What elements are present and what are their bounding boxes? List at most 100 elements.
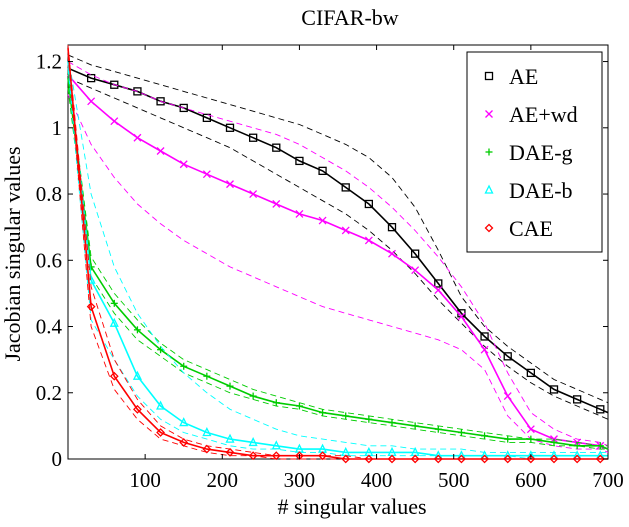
- series-ae-wd-point-stroke: [341, 226, 350, 235]
- series-ae-wd-point: [110, 117, 119, 126]
- legend-label-dae-b: DAE-b: [509, 178, 573, 203]
- series-cae-point: [133, 404, 142, 414]
- series-ae-upper-band: [67, 54, 609, 404]
- series-ae-wd-point: [202, 170, 211, 179]
- series-cae-point: [86, 302, 96, 312]
- series-ae-wd-point: [526, 425, 535, 434]
- series-cae-point: [156, 428, 165, 437]
- legend-marker-dae-b: [484, 184, 494, 194]
- series-dae-g-point: [388, 419, 396, 427]
- series-cae-point: [433, 454, 443, 464]
- x-tick-label: 700: [592, 468, 624, 492]
- y-tick-label: 1: [52, 116, 63, 140]
- series-ae-wd-point: [295, 209, 304, 218]
- series-ae-point: [596, 405, 605, 414]
- series-ae-wd-point-stroke: [133, 133, 142, 142]
- series-cae-point: [387, 454, 397, 464]
- series-ae-point: [179, 103, 188, 113]
- series-cae-point: [179, 438, 189, 447]
- series-dae-g-point: [295, 402, 303, 410]
- series-dae-b-point: [202, 427, 212, 437]
- series-ae-point: [110, 80, 119, 89]
- series-ae-wd-point: [179, 160, 188, 169]
- series-ae-wd-point-stroke: [202, 170, 211, 179]
- series-ae-wd-point-stroke: [411, 266, 420, 275]
- series-dae-g-point: [226, 382, 234, 390]
- series-ae-wd-point-stroke: [457, 312, 466, 321]
- series-dae-g-point: [527, 435, 535, 443]
- x-tick-label: 200: [207, 468, 239, 492]
- legend-marker-cae: [484, 223, 494, 233]
- series-dae-g-point: [573, 442, 581, 450]
- series-ae-point: [202, 113, 212, 123]
- legend: AE AE+wd DAE-g DAE-b CAE: [466, 51, 603, 253]
- series-dae-g-point: [481, 432, 489, 440]
- y-tick-label: 0.4: [36, 315, 63, 339]
- series-ae-point: [387, 223, 397, 232]
- series-dae-b-point: [109, 317, 119, 327]
- series-dae-g-point: [203, 372, 211, 380]
- series-dae-g-point: [110, 299, 118, 307]
- series-dae-b-point: [132, 370, 142, 380]
- series-ae-point: [248, 133, 258, 142]
- series-ae-wd-point: [457, 312, 466, 321]
- series-cae-point: [295, 451, 304, 461]
- series-dae-g-point: [550, 438, 558, 446]
- series-ae-wd-point: [364, 236, 373, 245]
- series-dae-g-point: [342, 412, 350, 420]
- series-dae-b-point: [225, 433, 235, 443]
- legend-label-ae-wd: AE+wd: [509, 102, 578, 127]
- x-axis: 100 200 300 400 500 600 700: [129, 45, 624, 492]
- plot-frame: [67, 44, 609, 460]
- series-dae-g-point: [249, 392, 257, 400]
- series-ae-point: [318, 166, 327, 176]
- series-ae-wd-point-stroke: [434, 286, 443, 295]
- series-ae-wd-point-stroke: [503, 392, 512, 401]
- legend-marker-dae-g: [485, 148, 493, 156]
- series-cae-point: [318, 451, 327, 461]
- series-cae-point: [526, 454, 536, 464]
- series-dae-g-point: [411, 422, 419, 430]
- series-ae-wd-point-stroke: [272, 200, 281, 208]
- series-ae-point: [480, 332, 489, 341]
- x-tick-label: 100: [129, 468, 161, 492]
- series-ae-point: [410, 249, 420, 258]
- series-ae-point: [503, 352, 512, 361]
- series-ae-point: [272, 143, 281, 152]
- series-ae-point: [364, 199, 374, 209]
- series-cae-point: [410, 454, 420, 464]
- y-tick-label: 1.2: [36, 50, 62, 74]
- series-ae-wd-point: [503, 392, 512, 401]
- series-ae-wd-upper-band: [67, 61, 609, 447]
- series-dae-g-point: [596, 442, 604, 450]
- series-dae-g-point: [133, 326, 141, 334]
- y-tick-label: 0.6: [36, 248, 62, 272]
- series-dae-g-point: [504, 435, 512, 443]
- x-tick-label: 600: [515, 468, 547, 492]
- series-ae-wd-point: [272, 200, 281, 208]
- series-ae-point: [156, 97, 165, 106]
- series-dae-g-point: [434, 425, 442, 433]
- legend-label-dae-g: DAE-g: [509, 140, 573, 165]
- series-ae-wd-point: [341, 226, 350, 235]
- series-dae-g: [67, 71, 609, 450]
- series-cae-point: [109, 371, 119, 381]
- series-dae-g-point: [272, 399, 280, 407]
- legend-marker-ae-wd-stroke: [485, 110, 493, 118]
- series-ae-wd-point: [318, 216, 327, 225]
- legend-marker-ae-wd: [485, 110, 493, 118]
- series-ae-wd-point-stroke: [110, 117, 119, 126]
- series-ae-wd-point: [156, 147, 165, 155]
- series-ae-wd-point-stroke: [249, 190, 258, 198]
- series-cae-point: [572, 454, 582, 464]
- series-cae-point: [202, 444, 212, 454]
- y-tick-label: 0.8: [36, 182, 62, 206]
- series-ae-wd-point: [133, 133, 142, 142]
- chart-title: CIFAR-bw: [301, 5, 398, 30]
- x-tick-label: 300: [284, 468, 316, 492]
- series-cae-point: [480, 454, 489, 464]
- series-cae-point: [503, 454, 513, 464]
- series-ae-wd-point: [226, 180, 234, 189]
- y-axis: 0 0.2 0.4 0.6 0.8 1 1.2: [36, 50, 608, 471]
